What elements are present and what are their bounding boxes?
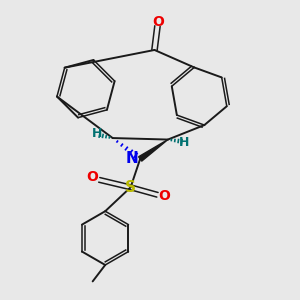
Text: S: S [125,180,136,195]
Text: N: N [125,151,138,166]
Text: H: H [92,127,102,140]
Text: O: O [87,170,99,184]
Text: H: H [179,136,190,149]
Polygon shape [139,140,168,161]
Text: O: O [158,189,170,203]
Text: O: O [152,16,164,29]
